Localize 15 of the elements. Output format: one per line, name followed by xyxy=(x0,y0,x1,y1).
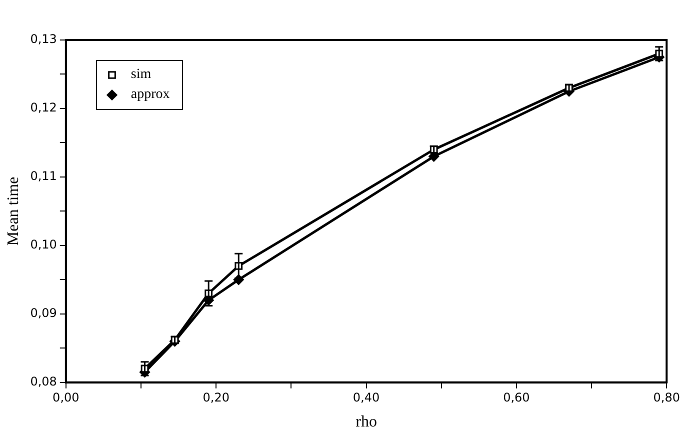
y-tick-label: 0,08 xyxy=(30,374,57,389)
x-axis-title: rho xyxy=(356,414,377,431)
x-tick-label: 0,40 xyxy=(352,390,380,405)
legend-label: approx xyxy=(130,86,170,104)
y-tick-label: 0,12 xyxy=(30,100,57,115)
x-tick-label: 0,60 xyxy=(503,390,530,405)
y-tick-label: 0,11 xyxy=(30,169,57,184)
x-tick-label: 0,20 xyxy=(202,390,230,405)
y-tick-label: 0,13 xyxy=(30,32,57,46)
y-axis-title: Mean time xyxy=(4,176,22,246)
y-tick-label: 0,09 xyxy=(30,306,57,320)
legend-label: sim xyxy=(130,66,152,84)
x-tick-label: 0,00 xyxy=(52,390,80,405)
x-tick-label: 0,80 xyxy=(653,390,680,405)
y-tick-label: 0,10 xyxy=(30,238,57,252)
